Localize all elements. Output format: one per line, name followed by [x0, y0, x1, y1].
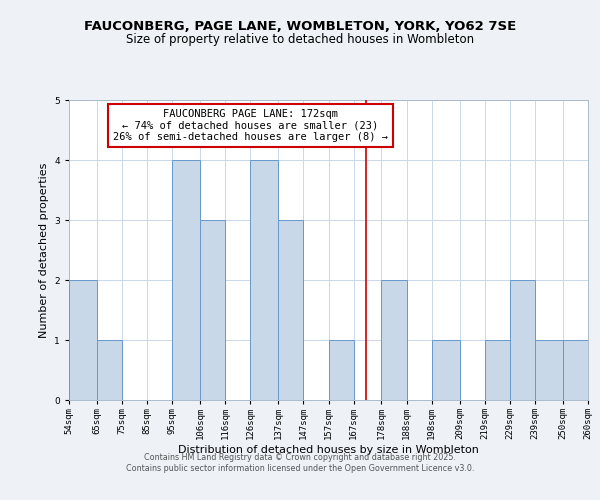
Bar	[329, 340, 353, 400]
Bar	[172, 160, 200, 400]
Bar	[563, 340, 588, 400]
X-axis label: Distribution of detached houses by size in Wombleton: Distribution of detached houses by size …	[178, 445, 479, 455]
Bar	[382, 280, 407, 400]
Text: Contains public sector information licensed under the Open Government Licence v3: Contains public sector information licen…	[126, 464, 474, 473]
Bar	[69, 280, 97, 400]
Bar	[278, 220, 304, 400]
Bar	[588, 340, 600, 400]
Text: Contains HM Land Registry data © Crown copyright and database right 2025.: Contains HM Land Registry data © Crown c…	[144, 452, 456, 462]
Bar	[432, 340, 460, 400]
Text: Size of property relative to detached houses in Wombleton: Size of property relative to detached ho…	[126, 32, 474, 46]
Bar	[485, 340, 510, 400]
Bar	[97, 340, 122, 400]
Y-axis label: Number of detached properties: Number of detached properties	[38, 162, 49, 338]
Bar	[510, 280, 535, 400]
Bar	[250, 160, 278, 400]
Text: FAUCONBERG PAGE LANE: 172sqm
← 74% of detached houses are smaller (23)
26% of se: FAUCONBERG PAGE LANE: 172sqm ← 74% of de…	[113, 109, 388, 142]
Text: FAUCONBERG, PAGE LANE, WOMBLETON, YORK, YO62 7SE: FAUCONBERG, PAGE LANE, WOMBLETON, YORK, …	[84, 20, 516, 33]
Bar	[535, 340, 563, 400]
Bar	[200, 220, 225, 400]
